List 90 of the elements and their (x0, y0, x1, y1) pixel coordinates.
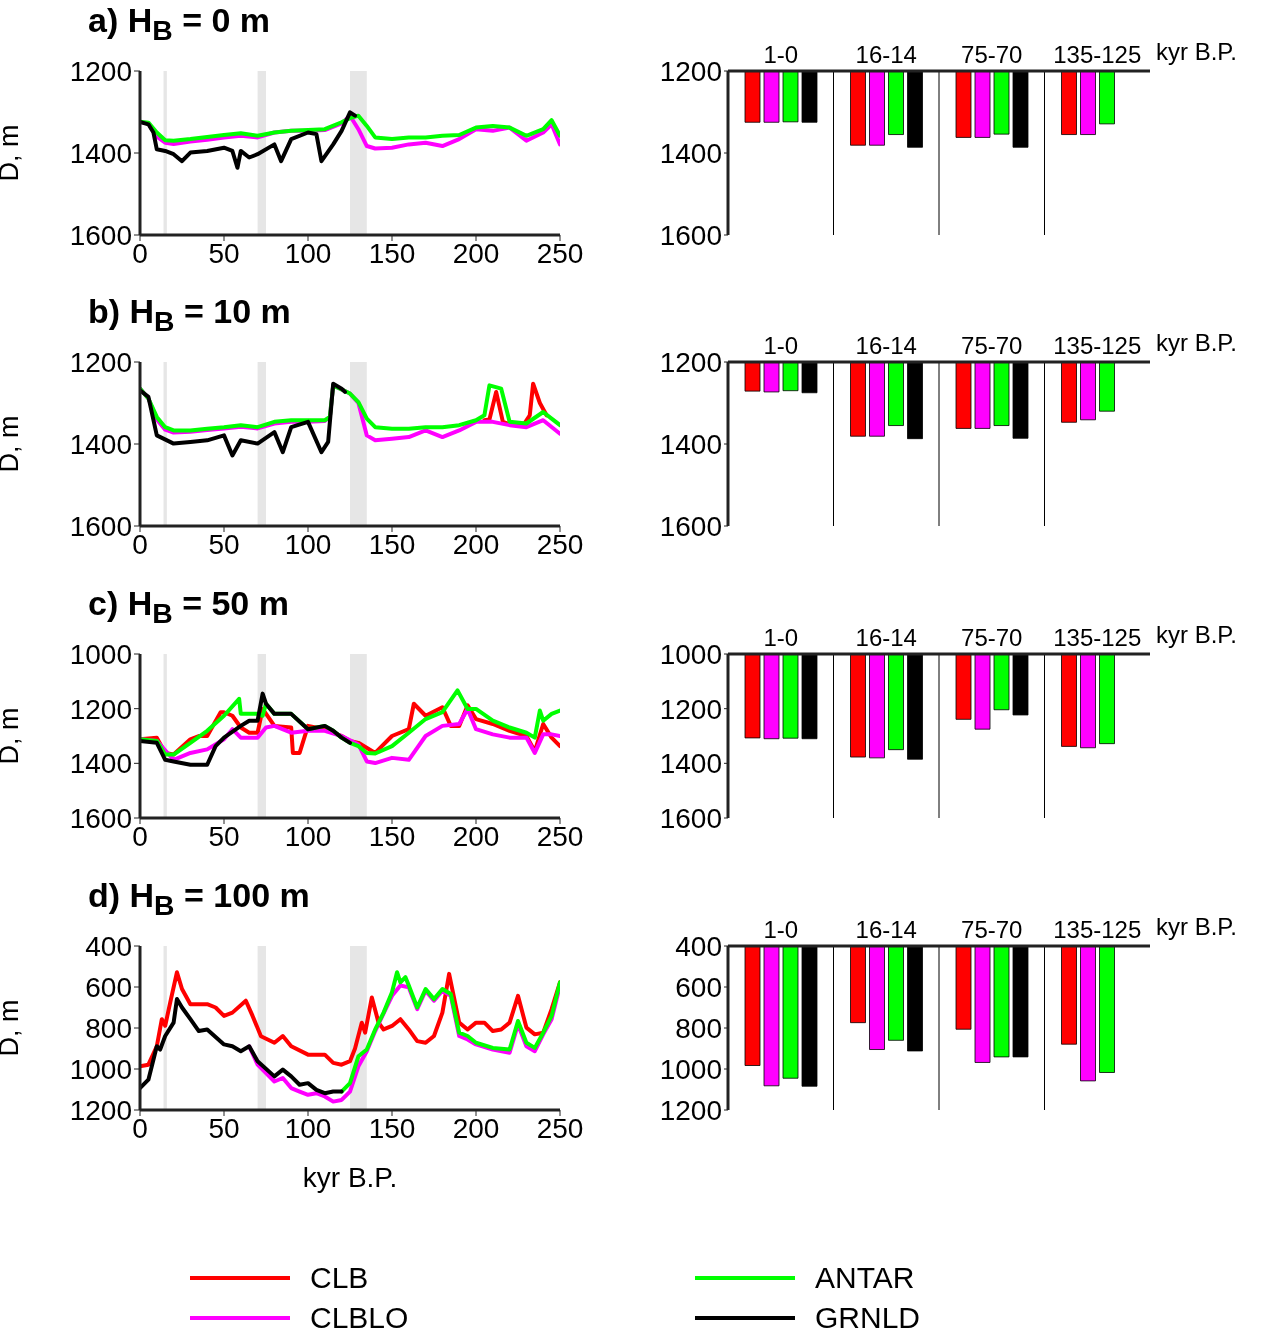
y-tick-label: 1600 (69, 802, 132, 834)
x-tick-label: 50 (208, 237, 240, 269)
x-tick-label: 135-125 (1053, 916, 1142, 943)
x-tick-label: 135-125 (1053, 332, 1142, 359)
chart-title: d) H$_{B}$ = 100 m (88, 875, 310, 923)
y-tick-label: 1400 (659, 428, 722, 460)
y-tick-label: 600 (675, 971, 722, 1003)
x-tick-label: 16-14 (855, 916, 917, 943)
x-tick-label: 0 (132, 528, 148, 560)
y-tick-label: 800 (85, 1012, 132, 1044)
y-tick-label: 1000 (659, 638, 722, 670)
x-tick-label: 100 (284, 1112, 332, 1144)
x-tick-label: 0 (132, 1112, 148, 1144)
y-tick-label: 1600 (69, 219, 132, 251)
y-tick-label: 1200 (69, 1094, 132, 1126)
x-tick-label: 75-70 (961, 916, 1023, 943)
x-tick-label: 1-0 (763, 41, 799, 68)
y-tick-label: 1400 (69, 748, 132, 780)
x-tick-label: 250 (536, 237, 584, 269)
x-tick-label: 150 (368, 237, 416, 269)
y-tick-label: 1200 (659, 1094, 722, 1126)
x-axis-title: kyr B.P. (1156, 912, 1237, 940)
x-tick-label: 100 (284, 528, 332, 560)
x-tick-label: 135-125 (1053, 624, 1142, 651)
x-tick-label: 50 (208, 528, 240, 560)
x-tick-label: 75-70 (961, 332, 1023, 359)
line-series (140, 381, 347, 458)
x-tick-label: 200 (452, 528, 500, 560)
x-tick-label: 16-14 (855, 332, 917, 359)
x-tick-label: 16-14 (855, 41, 917, 68)
x-axis-title: kyr B.P. (1156, 328, 1237, 356)
y-tick-label: 1000 (69, 638, 132, 670)
chart-title: b) H$_{B}$ = 10 m (88, 291, 291, 339)
y-tick-label: 1600 (659, 510, 722, 542)
x-tick-label: 250 (536, 1112, 584, 1144)
x-tick-label: 50 (208, 1112, 240, 1144)
y-tick-label: 1200 (69, 346, 132, 378)
y-tick-label: 1200 (659, 693, 722, 725)
x-tick-label: 200 (452, 237, 500, 269)
x-tick-label: 1-0 (763, 916, 799, 943)
x-tick-label: 1-0 (763, 332, 799, 359)
x-tick-label: 0 (132, 237, 148, 269)
chart-title: a) H$_{B}$ = 0 m (88, 0, 271, 48)
x-tick-label: 250 (536, 528, 584, 560)
y-tick-label: 1400 (69, 428, 132, 460)
y-tick-label: 1200 (659, 55, 722, 87)
legend-label: CLBLO (310, 1301, 409, 1335)
x-tick-label: 250 (536, 820, 584, 852)
y-tick-label: 1000 (659, 1053, 722, 1085)
x-tick-label: 150 (368, 1112, 416, 1144)
y-tick-label: 1600 (659, 802, 722, 834)
y-tick-label: 1400 (659, 748, 722, 780)
x-tick-label: 135-125 (1053, 41, 1142, 68)
line-series (140, 997, 344, 1096)
x-tick-label: 150 (368, 820, 416, 852)
x-tick-label: 200 (452, 1112, 500, 1144)
y-tick-label: 1400 (69, 137, 132, 169)
x-tick-label: 75-70 (961, 624, 1023, 651)
legend-label: CLB (310, 1261, 369, 1295)
line-series (339, 970, 560, 1094)
x-tick-label: 150 (368, 528, 416, 560)
y-tick-label: 1600 (69, 510, 132, 542)
legend-label: GRNLD (815, 1301, 921, 1335)
x-tick-label: 100 (284, 820, 332, 852)
y-tick-label: 400 (675, 930, 722, 962)
y-tick-label: 1200 (69, 55, 132, 87)
line-series (140, 110, 358, 170)
y-tick-label: 1200 (659, 346, 722, 378)
y-tick-label: 600 (85, 971, 132, 1003)
line-series (140, 113, 560, 143)
y-tick-label: 800 (675, 1012, 722, 1044)
x-axis-title: kyr B.P. (1156, 620, 1237, 648)
x-axis-title: kyr B.P. (1156, 37, 1237, 65)
x-tick-label: 0 (132, 820, 148, 852)
x-tick-label: 1-0 (763, 624, 799, 651)
chart-title: c) H$_{B}$ = 50 m (88, 583, 289, 631)
y-tick-label: 1000 (69, 1053, 132, 1085)
line-series (140, 970, 560, 1069)
line-series (140, 691, 352, 767)
x-axis-title: kyr B.P. (302, 1162, 398, 1193)
y-tick-label: 1600 (659, 219, 722, 251)
legend-label: ANTAR (815, 1261, 915, 1295)
x-tick-label: 75-70 (961, 41, 1023, 68)
x-tick-label: 16-14 (855, 624, 917, 651)
y-tick-label: 1400 (659, 137, 722, 169)
y-tick-label: 1200 (69, 693, 132, 725)
y-tick-label: 400 (85, 930, 132, 962)
x-tick-label: 200 (452, 820, 500, 852)
x-tick-label: 100 (284, 237, 332, 269)
x-tick-label: 50 (208, 820, 240, 852)
